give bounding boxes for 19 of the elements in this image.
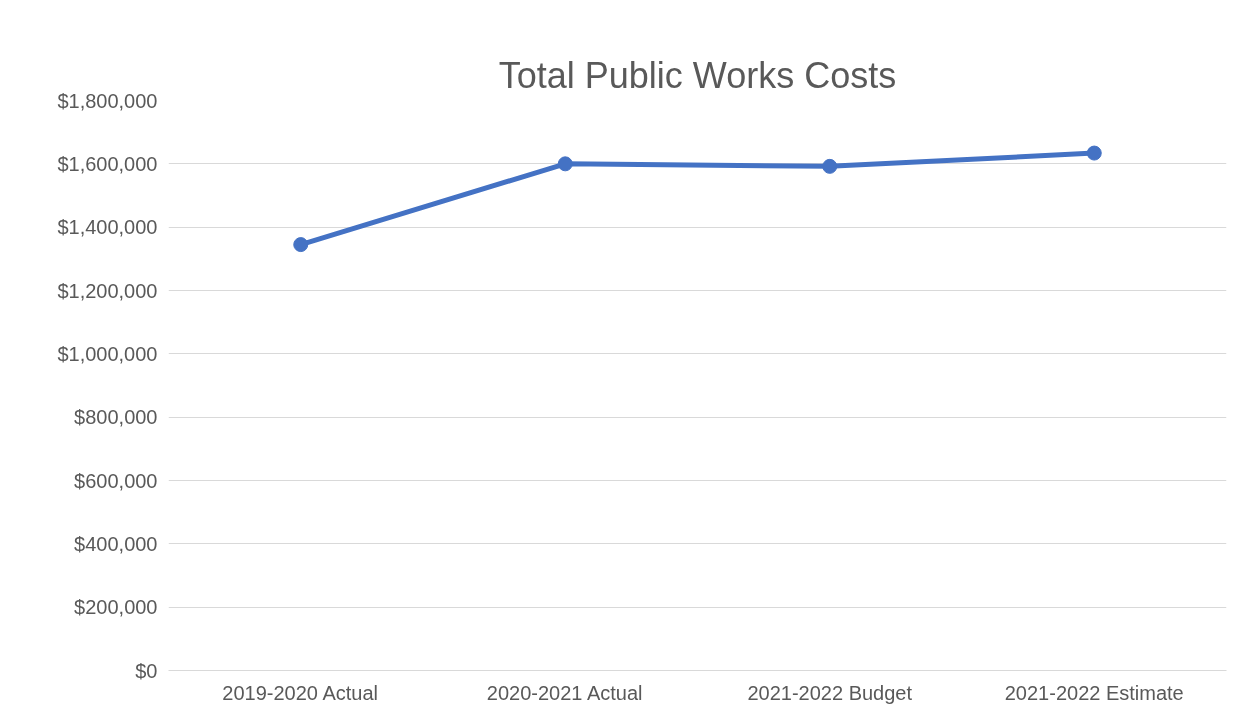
x-tick-label: 2020-2021 Actual — [486, 681, 643, 704]
point — [557, 156, 573, 172]
y-tick-label: $0 — [135, 659, 158, 682]
x-tick-label: 2019-2020 Actual — [222, 681, 379, 704]
y-tick-label: $600,000 — [74, 469, 158, 492]
y-tick-label: $800,000 — [74, 406, 158, 429]
point — [293, 237, 309, 253]
y-tick-label: $1,000,000 — [57, 342, 158, 365]
y-tick-label: $400,000 — [74, 532, 158, 555]
x-tick-label: 2021-2022 Estimate — [1004, 681, 1184, 704]
y-tick-label: $1,400,000 — [57, 216, 158, 239]
y-tick-label: $1,600,000 — [57, 152, 158, 175]
y-tick-label: $1,800,000 — [57, 89, 158, 112]
point — [1086, 145, 1102, 161]
x-tick-label: 2021-2022 Budget — [747, 681, 913, 704]
point — [822, 158, 838, 174]
y-tick-label: $1,200,000 — [57, 279, 158, 302]
chart-title: Total Public Works Costs — [498, 54, 897, 96]
y-tick-label: $200,000 — [74, 596, 158, 619]
